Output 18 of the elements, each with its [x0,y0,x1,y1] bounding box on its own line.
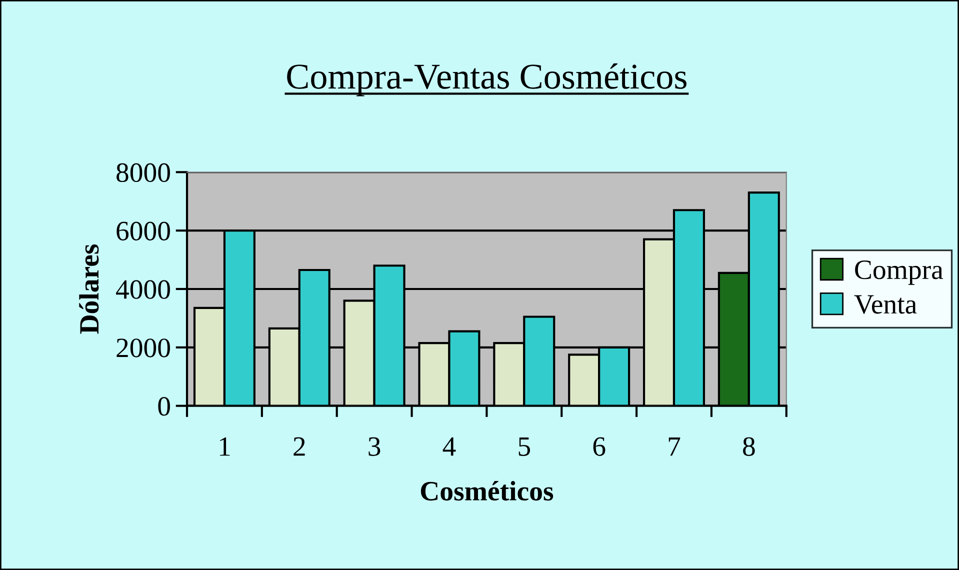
y-tick-label: 6000 [116,222,170,240]
y-tick-label: 0 [158,397,170,416]
y-tick-label: 8000 [116,163,170,182]
x-tick-label: 2 [294,437,305,456]
x-tick-label: 7 [668,437,680,456]
y-axis-title: Dólares [79,244,99,334]
x-tick-label: 8 [743,437,755,456]
x-axis-title: Cosméticos [420,481,554,501]
legend-label: Compra [855,260,944,285]
chart-title: Compra-Ventas Cosméticos [287,63,686,96]
y-tick-label: 4000 [116,280,170,299]
x-tick-label: 1 [220,437,230,456]
x-tick-label: 3 [368,437,380,456]
legend-label: Venta [854,295,917,314]
x-tick-label: 5 [518,437,530,456]
y-tick-label: 2000 [116,338,170,358]
x-tick-label: 6 [593,437,606,456]
x-tick-label: 4 [442,437,456,456]
